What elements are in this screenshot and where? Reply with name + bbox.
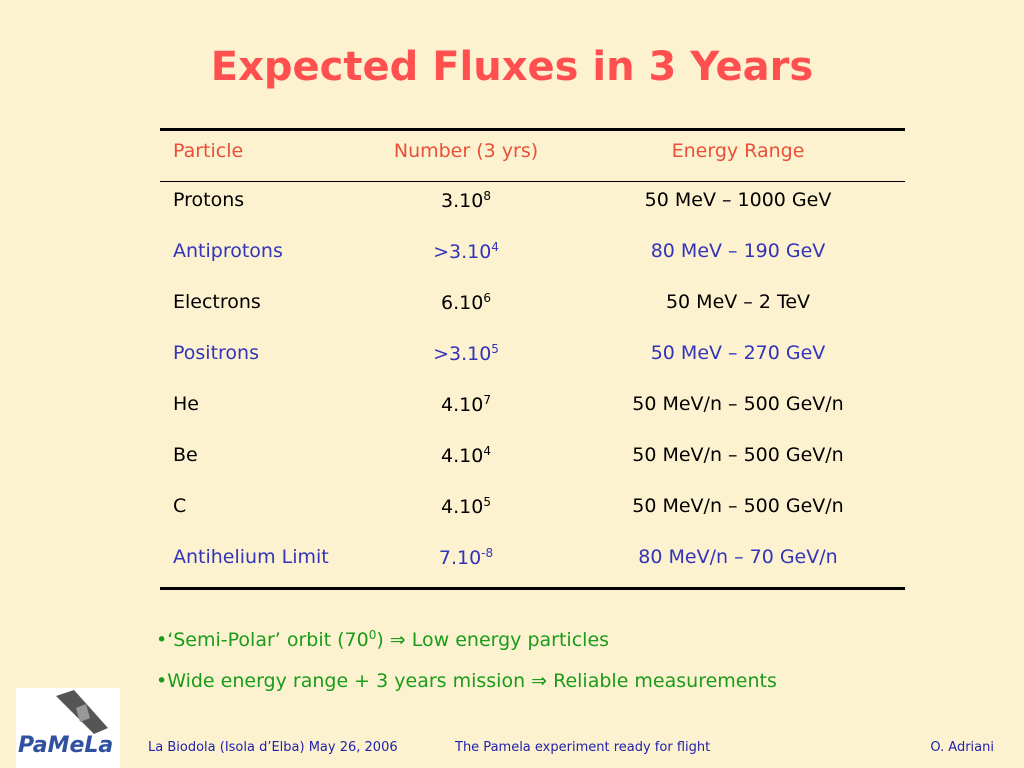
table-bottom-rule [160,587,905,590]
number-mantissa: 4.10 [441,496,484,518]
number-exponent: 4 [483,444,491,458]
particle-cell: Positrons [173,342,259,364]
bullet-sup: 0 [368,628,377,642]
number-mantissa: 3.10 [441,190,484,212]
number-exponent: 8 [483,189,491,203]
number-cell: 3.108 [316,189,616,212]
energy-cell: 50 MeV/n – 500 GeV/n [632,495,844,517]
number-mantissa: 4.10 [441,445,484,467]
number-exponent: 5 [491,342,499,356]
number-mantissa: >3.10 [433,343,492,365]
number-cell: 4.107 [316,393,616,416]
number-cell: >3.104 [316,240,616,263]
header-cell: Particle [173,140,244,162]
header-rule [160,181,905,182]
bullet: •‘Semi-Polar’ orbit (700) ⇒ Low energy p… [156,628,609,651]
logo-satellite [56,690,108,734]
number-mantissa: 7.10 [438,547,482,569]
header-cell: Energy Range [671,140,805,162]
energy-cell: 50 MeV – 1000 GeV [644,189,832,211]
bullet-text: ) ⇒ Low energy particles [376,629,610,651]
bullet-text: •‘Semi-Polar’ orbit (70 [156,629,369,651]
bullet: •Wide energy range + 3 years mission ⇒ R… [156,670,777,692]
number-mantissa: 6.10 [441,292,484,314]
particle-cell: Protons [173,189,245,211]
footer-left: La Biodola (Isola d’Elba) May 26, 2006 [148,740,398,755]
title: Expected Fluxes in 3 Years [210,44,814,90]
number-exponent: 5 [483,495,491,509]
energy-cell: 80 MeV – 190 GeV [650,240,826,262]
energy-cell: 80 MeV/n – 70 GeV/n [638,546,838,568]
number-mantissa: >3.10 [433,241,492,263]
energy-cell: 50 MeV/n – 500 GeV/n [632,444,844,466]
logo-text: PaMeLa [18,733,114,758]
number-cell: 6.106 [316,291,616,314]
energy-cell: 50 MeV/n – 500 GeV/n [632,393,844,415]
number-exponent: -8 [481,546,494,560]
number-exponent: 7 [483,393,491,407]
logo [16,688,120,768]
footer-right: O. Adriani [930,740,994,755]
energy-cell: 50 MeV – 2 TeV [665,291,811,313]
number-cell: >3.105 [316,342,616,365]
footer-center: The Pamela experiment ready for flight [455,740,711,755]
particle-cell: Electrons [173,291,261,313]
particle-cell: He [173,393,199,415]
number-exponent: 6 [483,291,491,305]
number-cell: 7.10-8 [316,546,616,569]
number-mantissa: 4.10 [441,394,484,416]
header-cell: Number (3 yrs) [393,140,539,162]
number-cell: 4.105 [316,495,616,518]
number-cell: 4.104 [316,444,616,467]
number-exponent: 4 [491,240,499,254]
particle-cell: Be [173,444,198,466]
bullet-text: •Wide energy range + 3 years mission ⇒ R… [156,670,777,692]
table-top-rule [160,128,905,131]
energy-cell: 50 MeV – 270 GeV [650,342,826,364]
particle-cell: C [173,495,187,517]
particle-cell: Antihelium Limit [173,546,329,568]
particle-cell: Antiprotons [173,240,283,262]
